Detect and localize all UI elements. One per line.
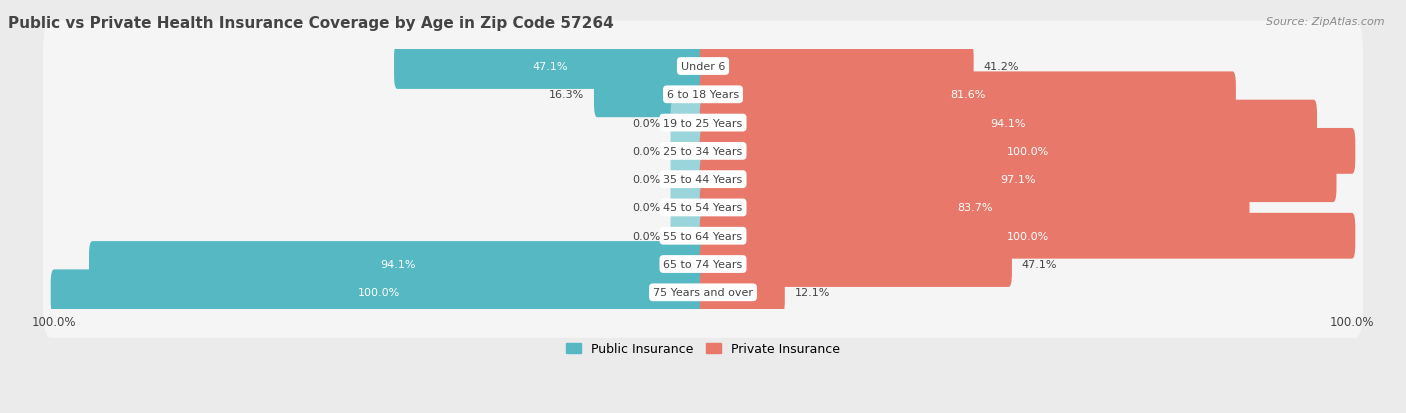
FancyBboxPatch shape [44, 247, 1362, 338]
Legend: Public Insurance, Private Insurance: Public Insurance, Private Insurance [561, 337, 845, 361]
FancyBboxPatch shape [44, 191, 1362, 282]
Text: 47.1%: 47.1% [1022, 259, 1057, 269]
Text: 0.0%: 0.0% [633, 147, 661, 157]
Text: Source: ZipAtlas.com: Source: ZipAtlas.com [1267, 17, 1385, 26]
Text: 6 to 18 Years: 6 to 18 Years [666, 90, 740, 100]
FancyBboxPatch shape [671, 185, 706, 231]
Text: 0.0%: 0.0% [633, 175, 661, 185]
FancyBboxPatch shape [700, 242, 1012, 287]
Text: 0.0%: 0.0% [633, 203, 661, 213]
FancyBboxPatch shape [44, 219, 1362, 310]
FancyBboxPatch shape [700, 213, 1355, 259]
FancyBboxPatch shape [700, 72, 1236, 118]
FancyBboxPatch shape [44, 106, 1362, 197]
FancyBboxPatch shape [394, 44, 706, 90]
Text: 100.0%: 100.0% [357, 287, 399, 298]
FancyBboxPatch shape [51, 270, 706, 316]
FancyBboxPatch shape [593, 72, 706, 118]
Text: 97.1%: 97.1% [1000, 175, 1036, 185]
Text: 81.6%: 81.6% [950, 90, 986, 100]
Text: 19 to 25 Years: 19 to 25 Years [664, 118, 742, 128]
Text: Public vs Private Health Insurance Coverage by Age in Zip Code 57264: Public vs Private Health Insurance Cover… [8, 16, 614, 31]
Text: 25 to 34 Years: 25 to 34 Years [664, 147, 742, 157]
FancyBboxPatch shape [44, 21, 1362, 112]
Text: 75 Years and over: 75 Years and over [652, 287, 754, 298]
Text: 16.3%: 16.3% [548, 90, 585, 100]
Text: 45 to 54 Years: 45 to 54 Years [664, 203, 742, 213]
FancyBboxPatch shape [89, 242, 706, 287]
FancyBboxPatch shape [700, 100, 1317, 146]
FancyBboxPatch shape [44, 134, 1362, 225]
FancyBboxPatch shape [671, 157, 706, 203]
Text: 0.0%: 0.0% [633, 118, 661, 128]
FancyBboxPatch shape [700, 44, 974, 90]
Text: 47.1%: 47.1% [533, 62, 568, 72]
FancyBboxPatch shape [671, 100, 706, 146]
FancyBboxPatch shape [44, 162, 1362, 253]
FancyBboxPatch shape [700, 157, 1337, 203]
Text: 100.0%: 100.0% [1007, 147, 1049, 157]
FancyBboxPatch shape [671, 213, 706, 259]
Text: 94.1%: 94.1% [380, 259, 415, 269]
Text: 83.7%: 83.7% [957, 203, 993, 213]
FancyBboxPatch shape [44, 50, 1362, 140]
Text: 94.1%: 94.1% [991, 118, 1026, 128]
FancyBboxPatch shape [44, 78, 1362, 169]
FancyBboxPatch shape [700, 129, 1355, 174]
Text: 100.0%: 100.0% [1007, 231, 1049, 241]
Text: 41.2%: 41.2% [983, 62, 1019, 72]
Text: 65 to 74 Years: 65 to 74 Years [664, 259, 742, 269]
FancyBboxPatch shape [700, 185, 1250, 231]
FancyBboxPatch shape [700, 270, 785, 316]
Text: 35 to 44 Years: 35 to 44 Years [664, 175, 742, 185]
Text: Under 6: Under 6 [681, 62, 725, 72]
Text: 12.1%: 12.1% [794, 287, 830, 298]
Text: 0.0%: 0.0% [633, 231, 661, 241]
Text: 55 to 64 Years: 55 to 64 Years [664, 231, 742, 241]
FancyBboxPatch shape [671, 129, 706, 174]
